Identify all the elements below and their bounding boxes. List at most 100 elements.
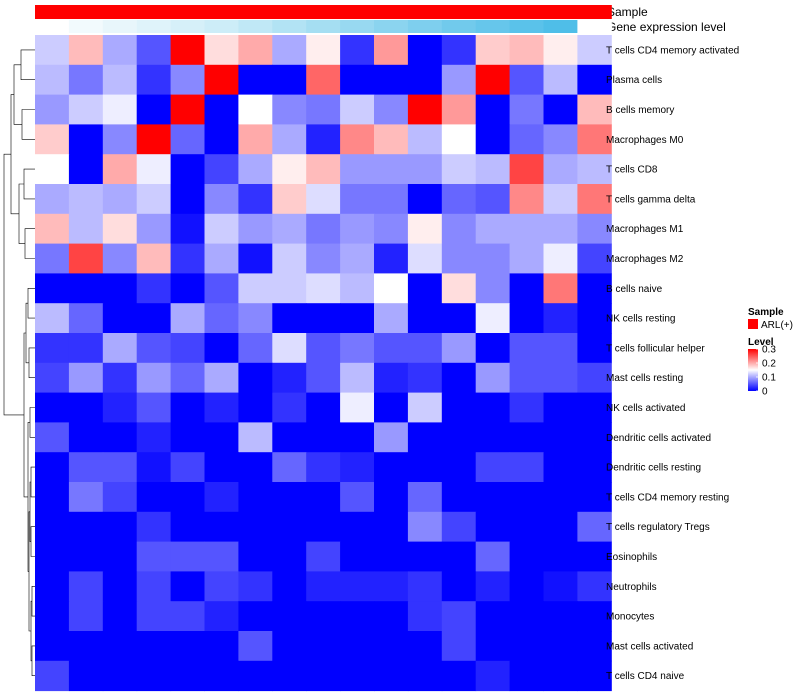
heatmap-cell (306, 422, 341, 453)
heatmap-cell (577, 184, 612, 215)
heatmap-cell (509, 333, 544, 364)
heatmap-cell (340, 601, 375, 632)
heatmap-cell (407, 392, 443, 423)
heatmap-cell (509, 422, 544, 453)
legend-tick-label: 0.2 (762, 359, 776, 370)
expression-annotation-cell (68, 20, 104, 33)
heatmap-cell (204, 35, 239, 66)
heatmap-cell (509, 452, 544, 483)
heatmap-cell (68, 184, 104, 215)
heatmap-cell (475, 154, 511, 185)
heatmap-cell (543, 601, 578, 632)
heatmap-cell (170, 64, 205, 96)
heatmap-cell (204, 422, 239, 453)
heatmap-cell (35, 511, 70, 543)
heatmap-cell (272, 631, 307, 662)
expression-annotation-cell (35, 20, 70, 33)
heatmap-cell (577, 541, 612, 572)
heatmap-cell (441, 541, 477, 572)
heatmap-cell (204, 184, 239, 215)
heatmap-cell (441, 422, 477, 453)
heatmap-cell (136, 35, 172, 66)
heatmap-cell (170, 154, 205, 185)
heatmap-cell (340, 422, 375, 453)
row-label: Macrophages M0 (606, 135, 684, 146)
heatmap-cell (272, 94, 307, 125)
heatmap-cell (238, 184, 273, 215)
heatmap-cell (68, 154, 104, 185)
heatmap-cell (441, 601, 477, 632)
heatmap-cell (374, 362, 409, 394)
heatmap-cell (136, 124, 172, 155)
dendrogram-branch (20, 49, 35, 80)
heatmap-cell (102, 333, 138, 364)
heatmap-cell (374, 333, 409, 364)
heatmap-cell (136, 631, 172, 662)
heatmap-cell (577, 303, 612, 334)
heatmap-cell (577, 631, 612, 662)
sample-annotation-cell (170, 5, 205, 19)
heatmap-cell (204, 452, 239, 483)
heatmap-cell (170, 601, 205, 632)
heatmap-cell (306, 243, 341, 274)
heatmap-cell (204, 392, 239, 423)
heatmap-cell (509, 631, 544, 662)
heatmap-cell (543, 64, 578, 96)
heatmap-cell (475, 213, 511, 245)
row-label: Macrophages M1 (606, 224, 684, 235)
heatmap-cell (407, 660, 443, 692)
heatmap-cell (238, 482, 273, 513)
heatmap-cell (238, 303, 273, 334)
heatmap-cell (306, 124, 341, 155)
heatmap-cell (441, 303, 477, 334)
heatmap-cell (577, 571, 612, 602)
row-labels: T cells CD4 memory activated Plasma cells… (606, 45, 739, 682)
heatmap-cell (543, 362, 578, 394)
heatmap-cell (407, 333, 443, 364)
heatmap-cell (543, 511, 578, 543)
heatmap-cell (407, 482, 443, 513)
heatmap-cell (102, 452, 138, 483)
heatmap-cell (170, 333, 205, 364)
heatmap-cell (374, 154, 409, 185)
heatmap-cell (35, 94, 70, 125)
heatmap-cell (35, 362, 70, 394)
heatmap-cell (340, 333, 375, 364)
heatmap-cell (374, 213, 409, 245)
dendrogram-branch (10, 94, 19, 215)
heatmap-cell (35, 333, 70, 364)
heatmap-cell (136, 660, 172, 692)
heatmap-cell (475, 541, 511, 572)
dendrogram-branch (30, 466, 35, 498)
heatmap-cell (204, 333, 239, 364)
expression-annotation-cell (272, 20, 307, 33)
heatmap-cell (204, 64, 239, 96)
heatmap-cell (374, 124, 409, 155)
heatmap-cell (543, 35, 578, 66)
heatmap-cell (170, 94, 205, 125)
heatmap-cell (577, 392, 612, 423)
heatmap-cell (238, 631, 273, 662)
row-label: T cells follicular helper (606, 343, 705, 354)
heatmap-cell (407, 601, 443, 632)
heatmap-cell (68, 362, 104, 394)
heatmap-cell (272, 422, 307, 453)
heatmap-cell (543, 422, 578, 453)
heatmap-cell (407, 303, 443, 334)
heatmap-cell (136, 541, 172, 572)
heatmap-cell (170, 660, 205, 692)
legend-sample-title: Sample (748, 307, 784, 318)
heatmap-cell (204, 511, 239, 543)
heatmap-cell (475, 124, 511, 155)
heatmap-cell (306, 452, 341, 483)
heatmap-cell (509, 571, 544, 602)
heatmap-cell (136, 243, 172, 274)
sample-annotation-cell (543, 5, 578, 19)
heatmap-cell (204, 124, 239, 155)
expression-annotation-cell (577, 20, 612, 33)
sample-annotation-cell (204, 5, 239, 19)
heatmap-cell (306, 333, 341, 364)
heatmap-cell (577, 601, 612, 632)
heatmap-cell (170, 35, 205, 66)
sample-annotation-cell (441, 5, 477, 19)
